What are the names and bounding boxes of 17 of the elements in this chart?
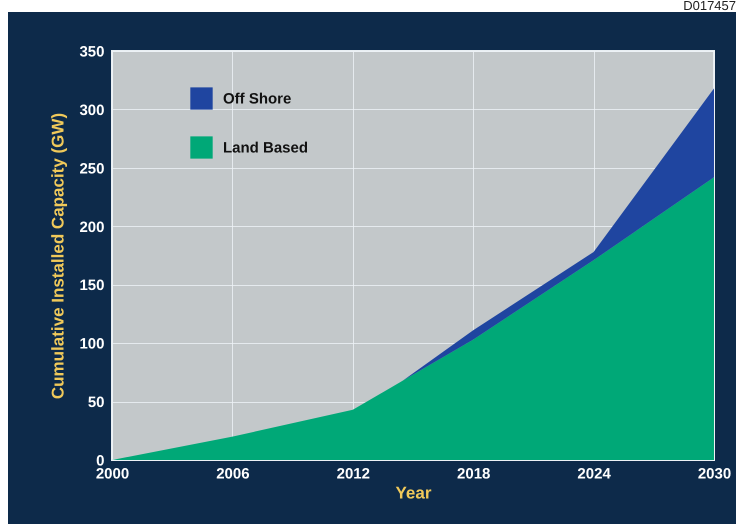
x-tick-label: 2018 — [457, 466, 490, 482]
y-tick-label: 100 — [79, 336, 104, 353]
x-tick-label: 2006 — [216, 466, 250, 482]
x-tick-label: 2012 — [336, 466, 370, 482]
y-tick-label: 50 — [88, 394, 104, 412]
x-tick-label: 2030 — [698, 466, 732, 482]
legend-label: Off Shore — [223, 90, 292, 108]
x-tick-label: 2024 — [577, 466, 612, 482]
y-axis-title: Cumulative Installed Capacity (GW) — [48, 112, 68, 400]
y-tick-label: 150 — [79, 277, 104, 294]
x-axis-title: Year — [396, 484, 432, 502]
text: D017457 — [682, 0, 736, 13]
y-tick-label: 350 — [79, 44, 104, 60]
y-tick-label: 200 — [79, 218, 104, 236]
legend-label: Land Based — [223, 140, 308, 156]
y-tick-label: 250 — [79, 160, 104, 178]
y-tick-label: 300 — [79, 102, 104, 119]
